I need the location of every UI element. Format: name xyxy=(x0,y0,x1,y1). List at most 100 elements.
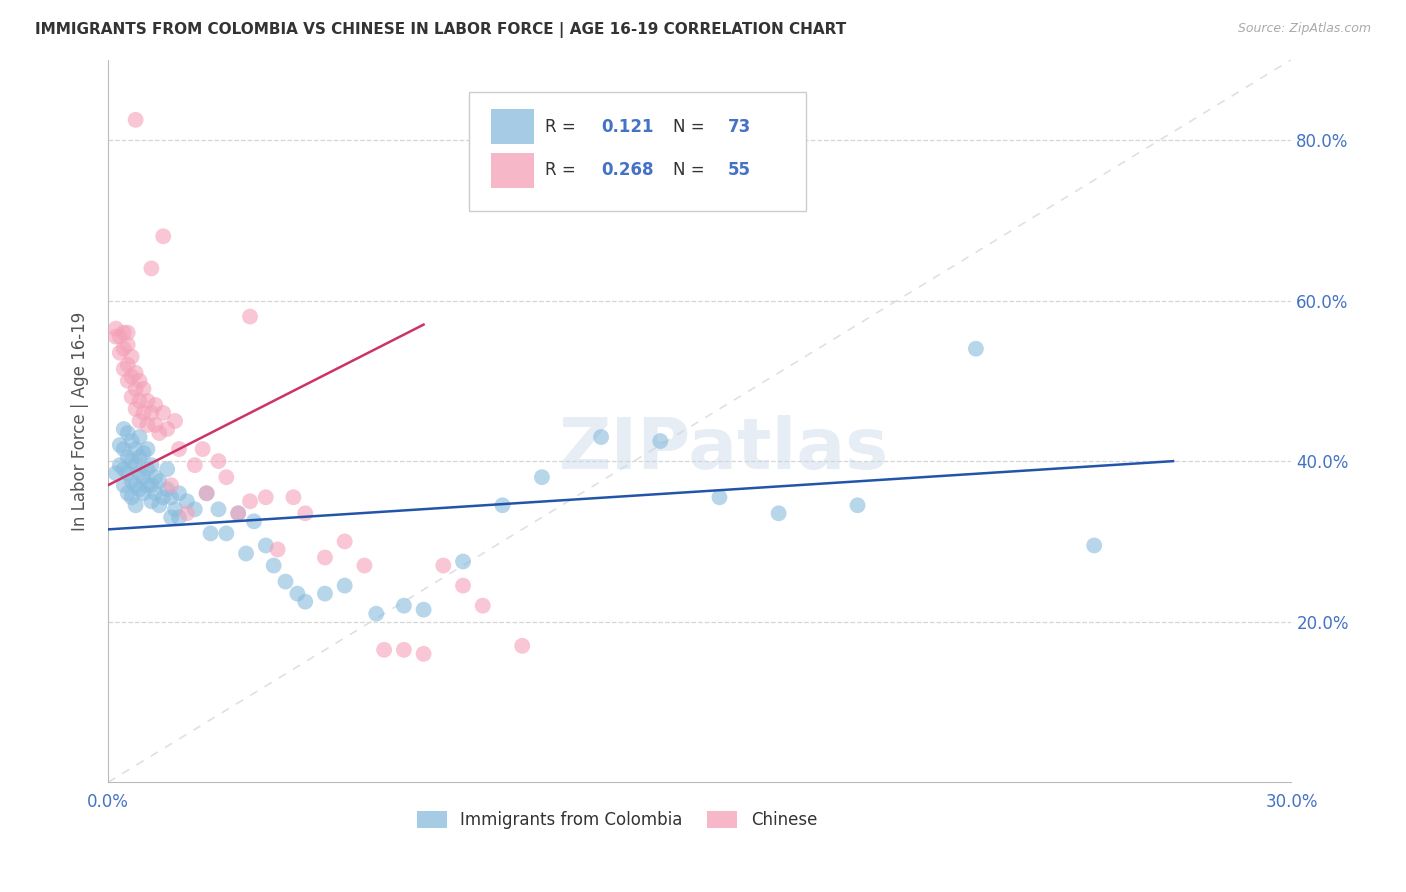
Point xyxy=(156,462,179,476)
Point xyxy=(285,587,308,601)
Point xyxy=(283,490,305,504)
Point xyxy=(591,430,613,444)
Text: 73: 73 xyxy=(728,118,751,136)
Point xyxy=(108,438,131,452)
Point xyxy=(136,462,159,476)
Point xyxy=(314,550,336,565)
Point xyxy=(121,434,143,448)
Point xyxy=(709,490,731,504)
Text: Source: ZipAtlas.com: Source: ZipAtlas.com xyxy=(1237,22,1371,36)
Point xyxy=(239,494,262,508)
Point xyxy=(156,422,179,436)
Legend: Immigrants from Colombia, Chinese: Immigrants from Colombia, Chinese xyxy=(411,804,824,836)
Point xyxy=(112,361,135,376)
Point xyxy=(530,470,553,484)
Point xyxy=(165,502,187,516)
Point xyxy=(128,482,150,496)
Point xyxy=(117,425,139,440)
Point xyxy=(451,554,474,568)
Point xyxy=(294,506,316,520)
Point xyxy=(353,558,375,573)
Point xyxy=(274,574,297,589)
Point xyxy=(104,329,127,343)
Point xyxy=(266,542,288,557)
Text: IMMIGRANTS FROM COLOMBIA VS CHINESE IN LABOR FORCE | AGE 16-19 CORRELATION CHART: IMMIGRANTS FROM COLOMBIA VS CHINESE IN L… xyxy=(35,22,846,38)
Point xyxy=(141,261,163,276)
Point xyxy=(121,350,143,364)
Point xyxy=(294,595,316,609)
Point xyxy=(167,510,190,524)
Point xyxy=(846,498,869,512)
Point xyxy=(124,478,146,492)
Point xyxy=(132,446,155,460)
Point xyxy=(143,398,166,412)
Point xyxy=(117,466,139,480)
Text: R =: R = xyxy=(544,161,581,179)
Point xyxy=(141,458,163,472)
Point xyxy=(471,599,494,613)
Point xyxy=(392,643,415,657)
Point xyxy=(167,486,190,500)
Point xyxy=(184,502,207,516)
Point xyxy=(152,229,174,244)
Point xyxy=(392,599,415,613)
Point xyxy=(215,470,238,484)
Text: 55: 55 xyxy=(728,161,751,179)
Point xyxy=(167,442,190,456)
Point xyxy=(254,538,277,552)
Point xyxy=(215,526,238,541)
Point xyxy=(124,498,146,512)
Point xyxy=(366,607,388,621)
Point xyxy=(200,526,222,541)
Point xyxy=(128,430,150,444)
Point xyxy=(239,310,262,324)
Point xyxy=(136,393,159,408)
Point xyxy=(121,454,143,468)
Point xyxy=(160,510,183,524)
Point xyxy=(195,486,218,500)
Point xyxy=(128,466,150,480)
Point xyxy=(112,326,135,340)
Text: N =: N = xyxy=(672,118,710,136)
Point xyxy=(965,342,987,356)
Point xyxy=(117,374,139,388)
Point xyxy=(176,494,198,508)
Point xyxy=(132,486,155,500)
Point xyxy=(333,534,356,549)
Point xyxy=(141,406,163,420)
Point xyxy=(160,490,183,504)
Text: ZIPatlas: ZIPatlas xyxy=(558,416,889,484)
Point xyxy=(143,417,166,432)
Point xyxy=(128,393,150,408)
Point xyxy=(207,502,229,516)
Point xyxy=(132,470,155,484)
Text: 0.121: 0.121 xyxy=(602,118,654,136)
Point xyxy=(165,414,187,428)
Point xyxy=(141,478,163,492)
Point xyxy=(112,462,135,476)
Point xyxy=(491,498,513,512)
Point xyxy=(124,366,146,380)
Point xyxy=(152,490,174,504)
Point xyxy=(207,454,229,468)
Point xyxy=(117,337,139,351)
Point xyxy=(373,643,395,657)
Point xyxy=(143,486,166,500)
Point xyxy=(128,374,150,388)
Point xyxy=(124,442,146,456)
FancyBboxPatch shape xyxy=(470,92,806,211)
Point xyxy=(132,382,155,396)
Point xyxy=(117,486,139,500)
Point xyxy=(768,506,790,520)
Text: 0.268: 0.268 xyxy=(602,161,654,179)
Point xyxy=(143,470,166,484)
Point xyxy=(136,417,159,432)
Point xyxy=(121,369,143,384)
Point xyxy=(412,647,434,661)
Point xyxy=(160,478,183,492)
Point xyxy=(132,406,155,420)
Point xyxy=(314,587,336,601)
Point xyxy=(124,112,146,127)
Point xyxy=(191,442,214,456)
Point xyxy=(117,326,139,340)
